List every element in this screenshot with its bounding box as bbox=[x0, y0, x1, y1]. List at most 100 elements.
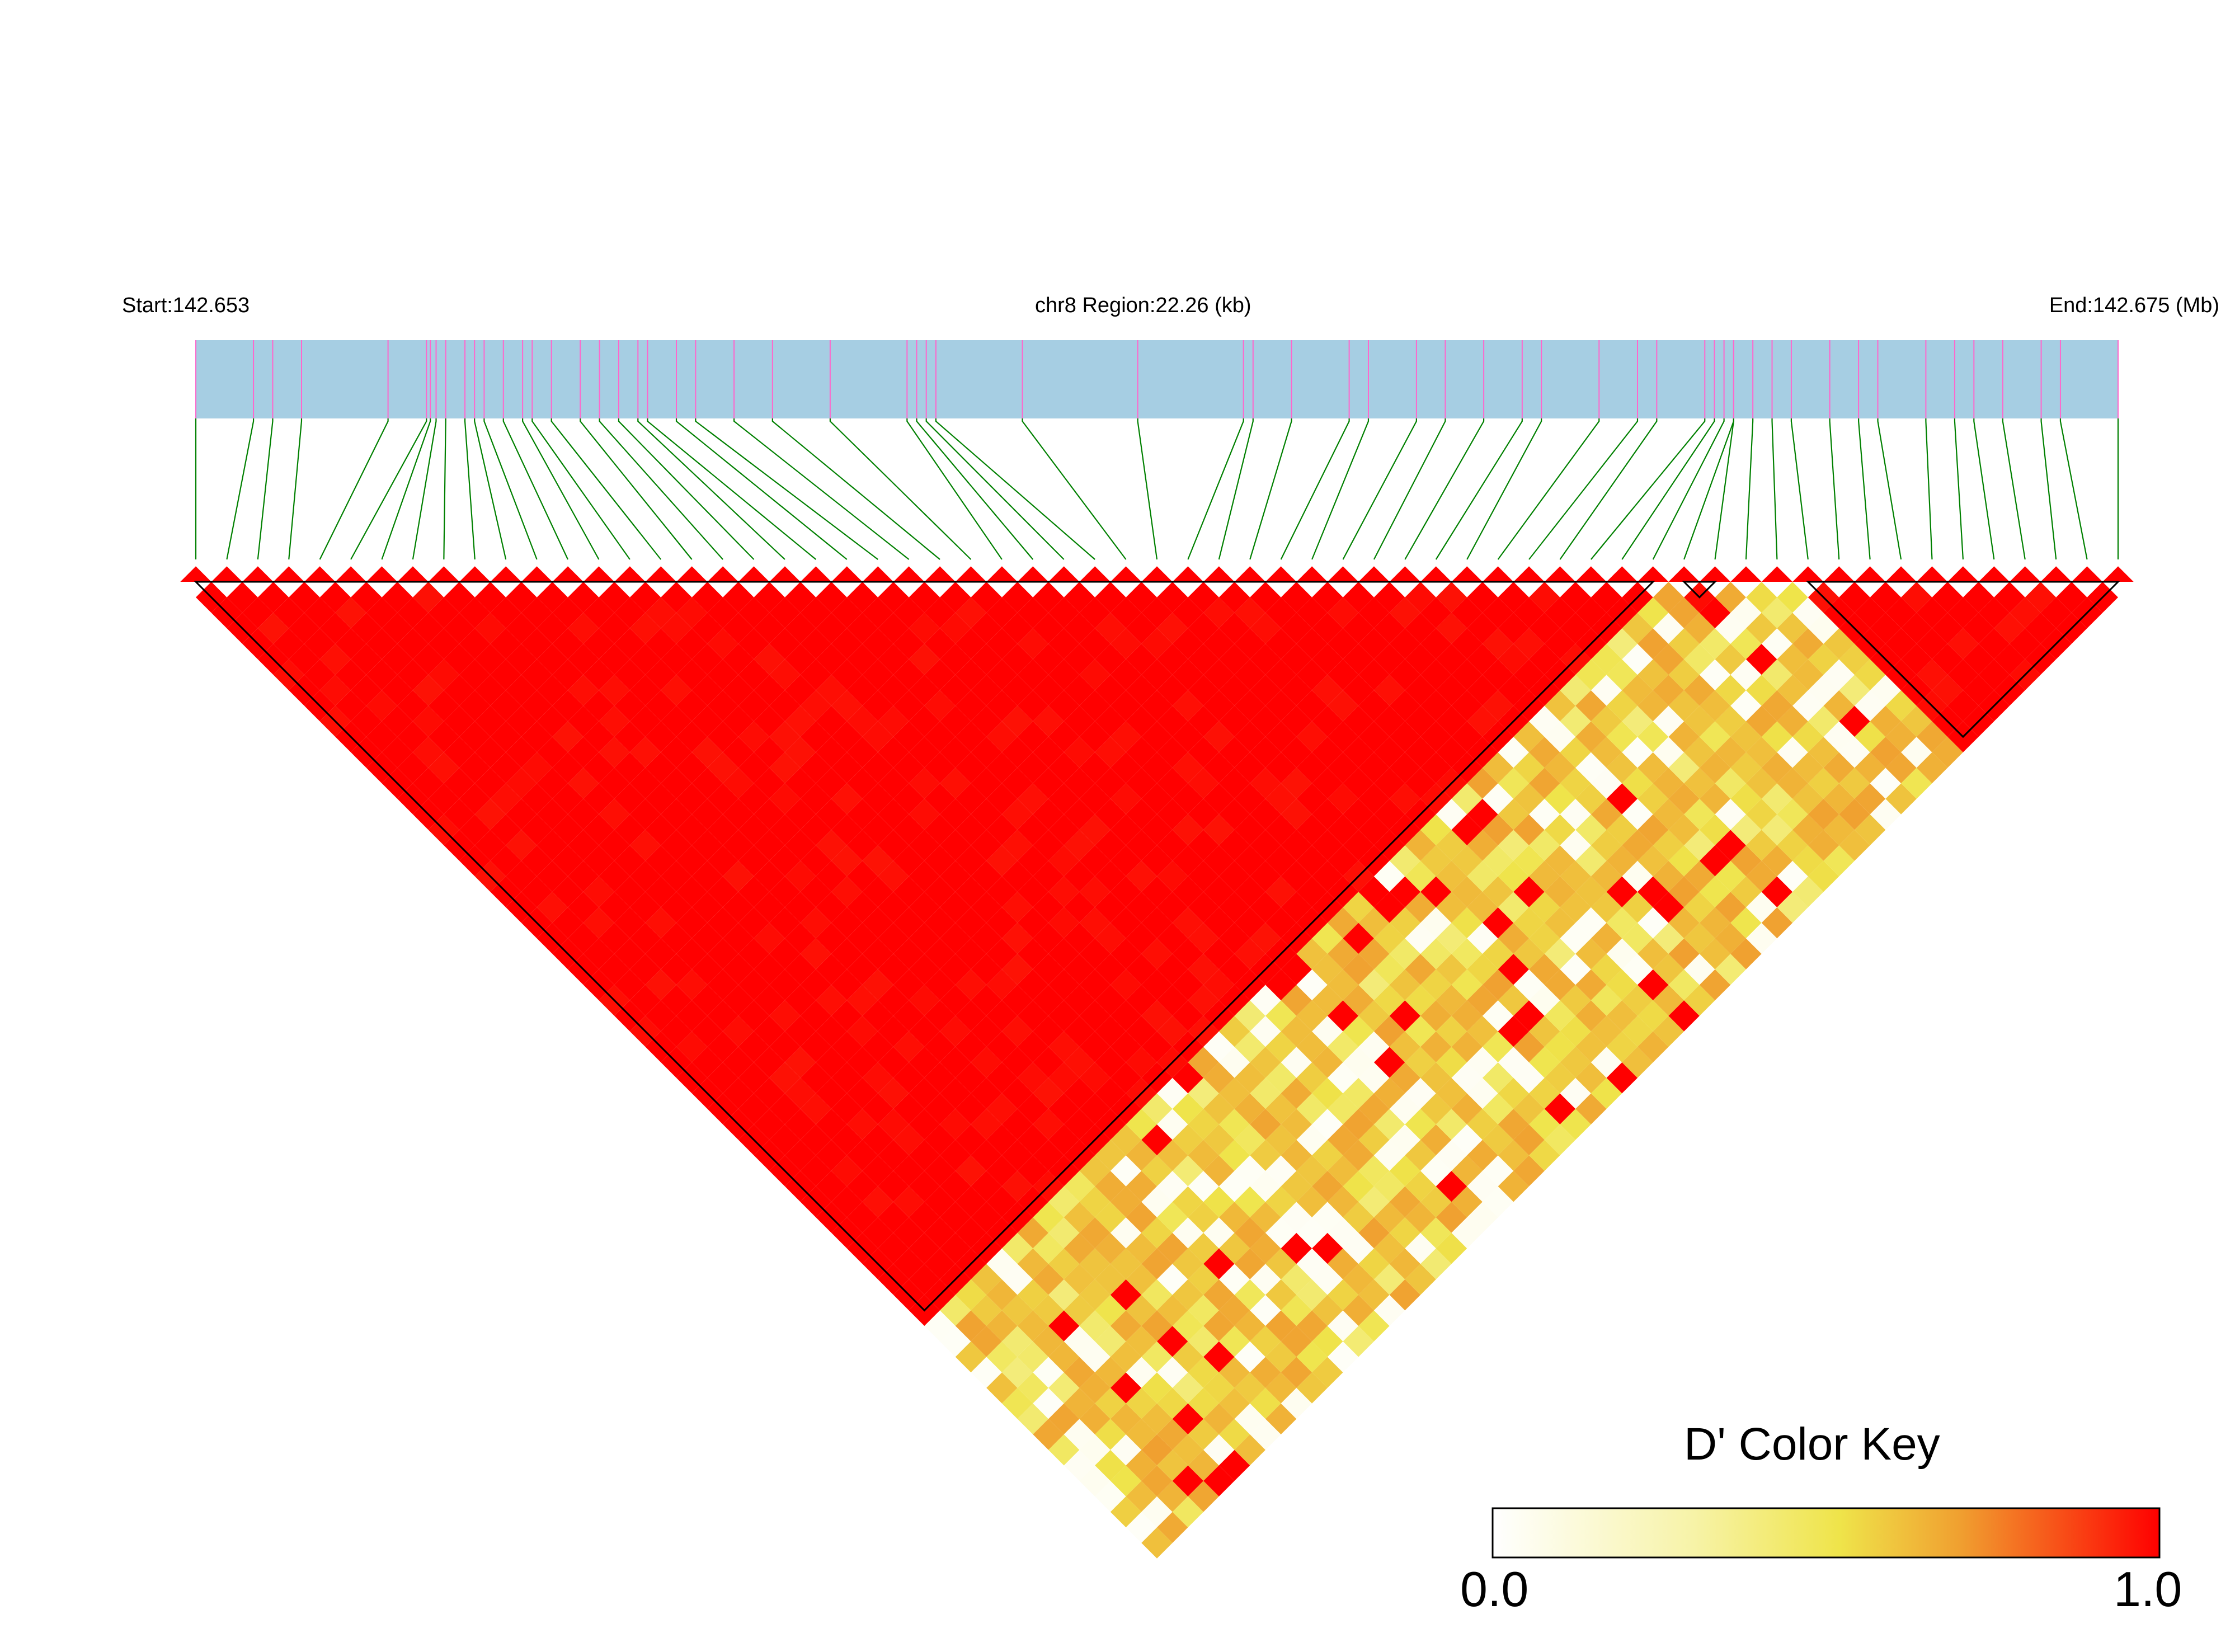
ld-cell bbox=[1482, 1062, 1514, 1094]
ld-cell bbox=[1498, 985, 1530, 1016]
ld-cell bbox=[1529, 892, 1560, 923]
ld-cell bbox=[1064, 1232, 1095, 1264]
ld-cell bbox=[1172, 969, 1204, 1001]
ld-cell bbox=[800, 1155, 832, 1187]
ld-cell bbox=[1172, 1093, 1204, 1124]
ld-cell bbox=[955, 1217, 987, 1249]
ld-cell bbox=[1017, 1000, 1049, 1032]
ld-cell bbox=[986, 1124, 1018, 1156]
ld-cell bbox=[1482, 628, 1514, 660]
ld-cell bbox=[1839, 705, 1870, 737]
ld-cell bbox=[940, 582, 971, 613]
snp-connector bbox=[412, 418, 437, 560]
ld-cell bbox=[1699, 721, 1731, 752]
ld-cell bbox=[1218, 1419, 1250, 1450]
ld-cell bbox=[1606, 752, 1638, 784]
ld-cell bbox=[1591, 954, 1622, 985]
ld-cell bbox=[583, 659, 615, 690]
ld-cell bbox=[1203, 907, 1235, 939]
ld-cell bbox=[242, 597, 274, 629]
ld-cell bbox=[1017, 1310, 1049, 1342]
ld-cell bbox=[397, 752, 429, 784]
ld-cell bbox=[1839, 675, 1870, 706]
ld-cell bbox=[1745, 892, 1777, 923]
ld-cell bbox=[1839, 643, 1870, 675]
ld-cell bbox=[2010, 597, 2041, 629]
ld-cell bbox=[769, 752, 801, 784]
ld-cell bbox=[1033, 1419, 1064, 1450]
ld-cell bbox=[862, 876, 893, 907]
ld-cell bbox=[1234, 876, 1265, 907]
ld-cell bbox=[1963, 643, 1994, 675]
ld-cell bbox=[1157, 798, 1188, 830]
ld-cell bbox=[924, 969, 956, 1001]
ld-cell bbox=[1141, 1186, 1173, 1218]
ld-cell bbox=[1203, 659, 1235, 690]
ld-cell bbox=[1017, 783, 1049, 815]
ld-cell bbox=[1265, 752, 1297, 784]
ld-cell bbox=[1839, 830, 1870, 861]
ld-cell bbox=[1963, 613, 1994, 644]
ld-cell bbox=[490, 752, 521, 784]
ld-cell bbox=[1544, 1031, 1576, 1062]
ld-cell bbox=[1265, 876, 1297, 907]
ld-cell bbox=[1218, 768, 1250, 799]
ld-cell bbox=[428, 752, 460, 784]
ld-cell bbox=[1777, 737, 1808, 768]
snp-marker bbox=[490, 566, 521, 582]
ld-cell bbox=[924, 721, 956, 752]
ld-cell bbox=[1389, 1093, 1421, 1124]
ld-cell bbox=[1420, 690, 1452, 722]
ld-cell bbox=[1436, 675, 1467, 706]
ld-cell bbox=[319, 582, 351, 613]
ld-cell bbox=[1591, 1047, 1622, 1078]
snp-connector bbox=[226, 418, 255, 560]
ld-cell bbox=[862, 1062, 893, 1094]
ld-cell bbox=[769, 721, 801, 752]
ld-cell bbox=[1064, 705, 1095, 737]
ld-cell bbox=[1978, 659, 2010, 690]
snp-connector bbox=[1404, 418, 1485, 560]
ld-cell bbox=[1250, 1109, 1281, 1140]
ld-cell bbox=[1684, 798, 1715, 830]
snp-connector bbox=[502, 418, 569, 560]
snp-marker bbox=[1792, 566, 1824, 582]
region-end-label: End:142.675 (Mb) bbox=[2049, 294, 2219, 317]
ld-cell bbox=[1606, 628, 1638, 660]
ld-cell bbox=[1250, 1387, 1281, 1419]
ld-cell bbox=[1126, 985, 1157, 1016]
ld-cell bbox=[1529, 985, 1560, 1016]
snp-marker bbox=[1234, 566, 1265, 582]
ld-cell bbox=[1017, 597, 1049, 629]
ld-cell bbox=[1343, 954, 1374, 985]
ld-cell bbox=[1234, 721, 1265, 752]
ld-cell bbox=[862, 1186, 893, 1218]
ld-cell bbox=[1172, 752, 1204, 784]
ld-cell bbox=[1312, 1326, 1343, 1357]
ld-cell bbox=[1467, 1170, 1498, 1202]
ld-cell bbox=[862, 721, 893, 752]
snp-connector bbox=[1954, 418, 1964, 560]
ld-cell bbox=[1389, 1186, 1421, 1218]
ld-cell bbox=[1389, 969, 1421, 1001]
ld-cell bbox=[1141, 1000, 1173, 1032]
ld-cell bbox=[723, 768, 754, 799]
ld-cell bbox=[1250, 613, 1281, 644]
ld-cell bbox=[1513, 1062, 1545, 1094]
ld-cell bbox=[1405, 830, 1436, 861]
ld-block-outline bbox=[1806, 581, 2120, 738]
ld-cell bbox=[1203, 1186, 1235, 1218]
ld-cell bbox=[1575, 721, 1607, 752]
ld-cell bbox=[1389, 1000, 1421, 1032]
ld-cell bbox=[1622, 1015, 1653, 1047]
ld-cell bbox=[924, 876, 956, 907]
ld-cell bbox=[583, 597, 615, 629]
ld-cell bbox=[1296, 1310, 1328, 1342]
ld-cell bbox=[1327, 1341, 1359, 1373]
ld-cell bbox=[1265, 690, 1297, 722]
ld-cell bbox=[1312, 737, 1343, 768]
ld-cell bbox=[1606, 1062, 1638, 1094]
ld-cell bbox=[1312, 830, 1343, 861]
ld-cell bbox=[351, 705, 382, 737]
ld-cell bbox=[1451, 659, 1483, 690]
